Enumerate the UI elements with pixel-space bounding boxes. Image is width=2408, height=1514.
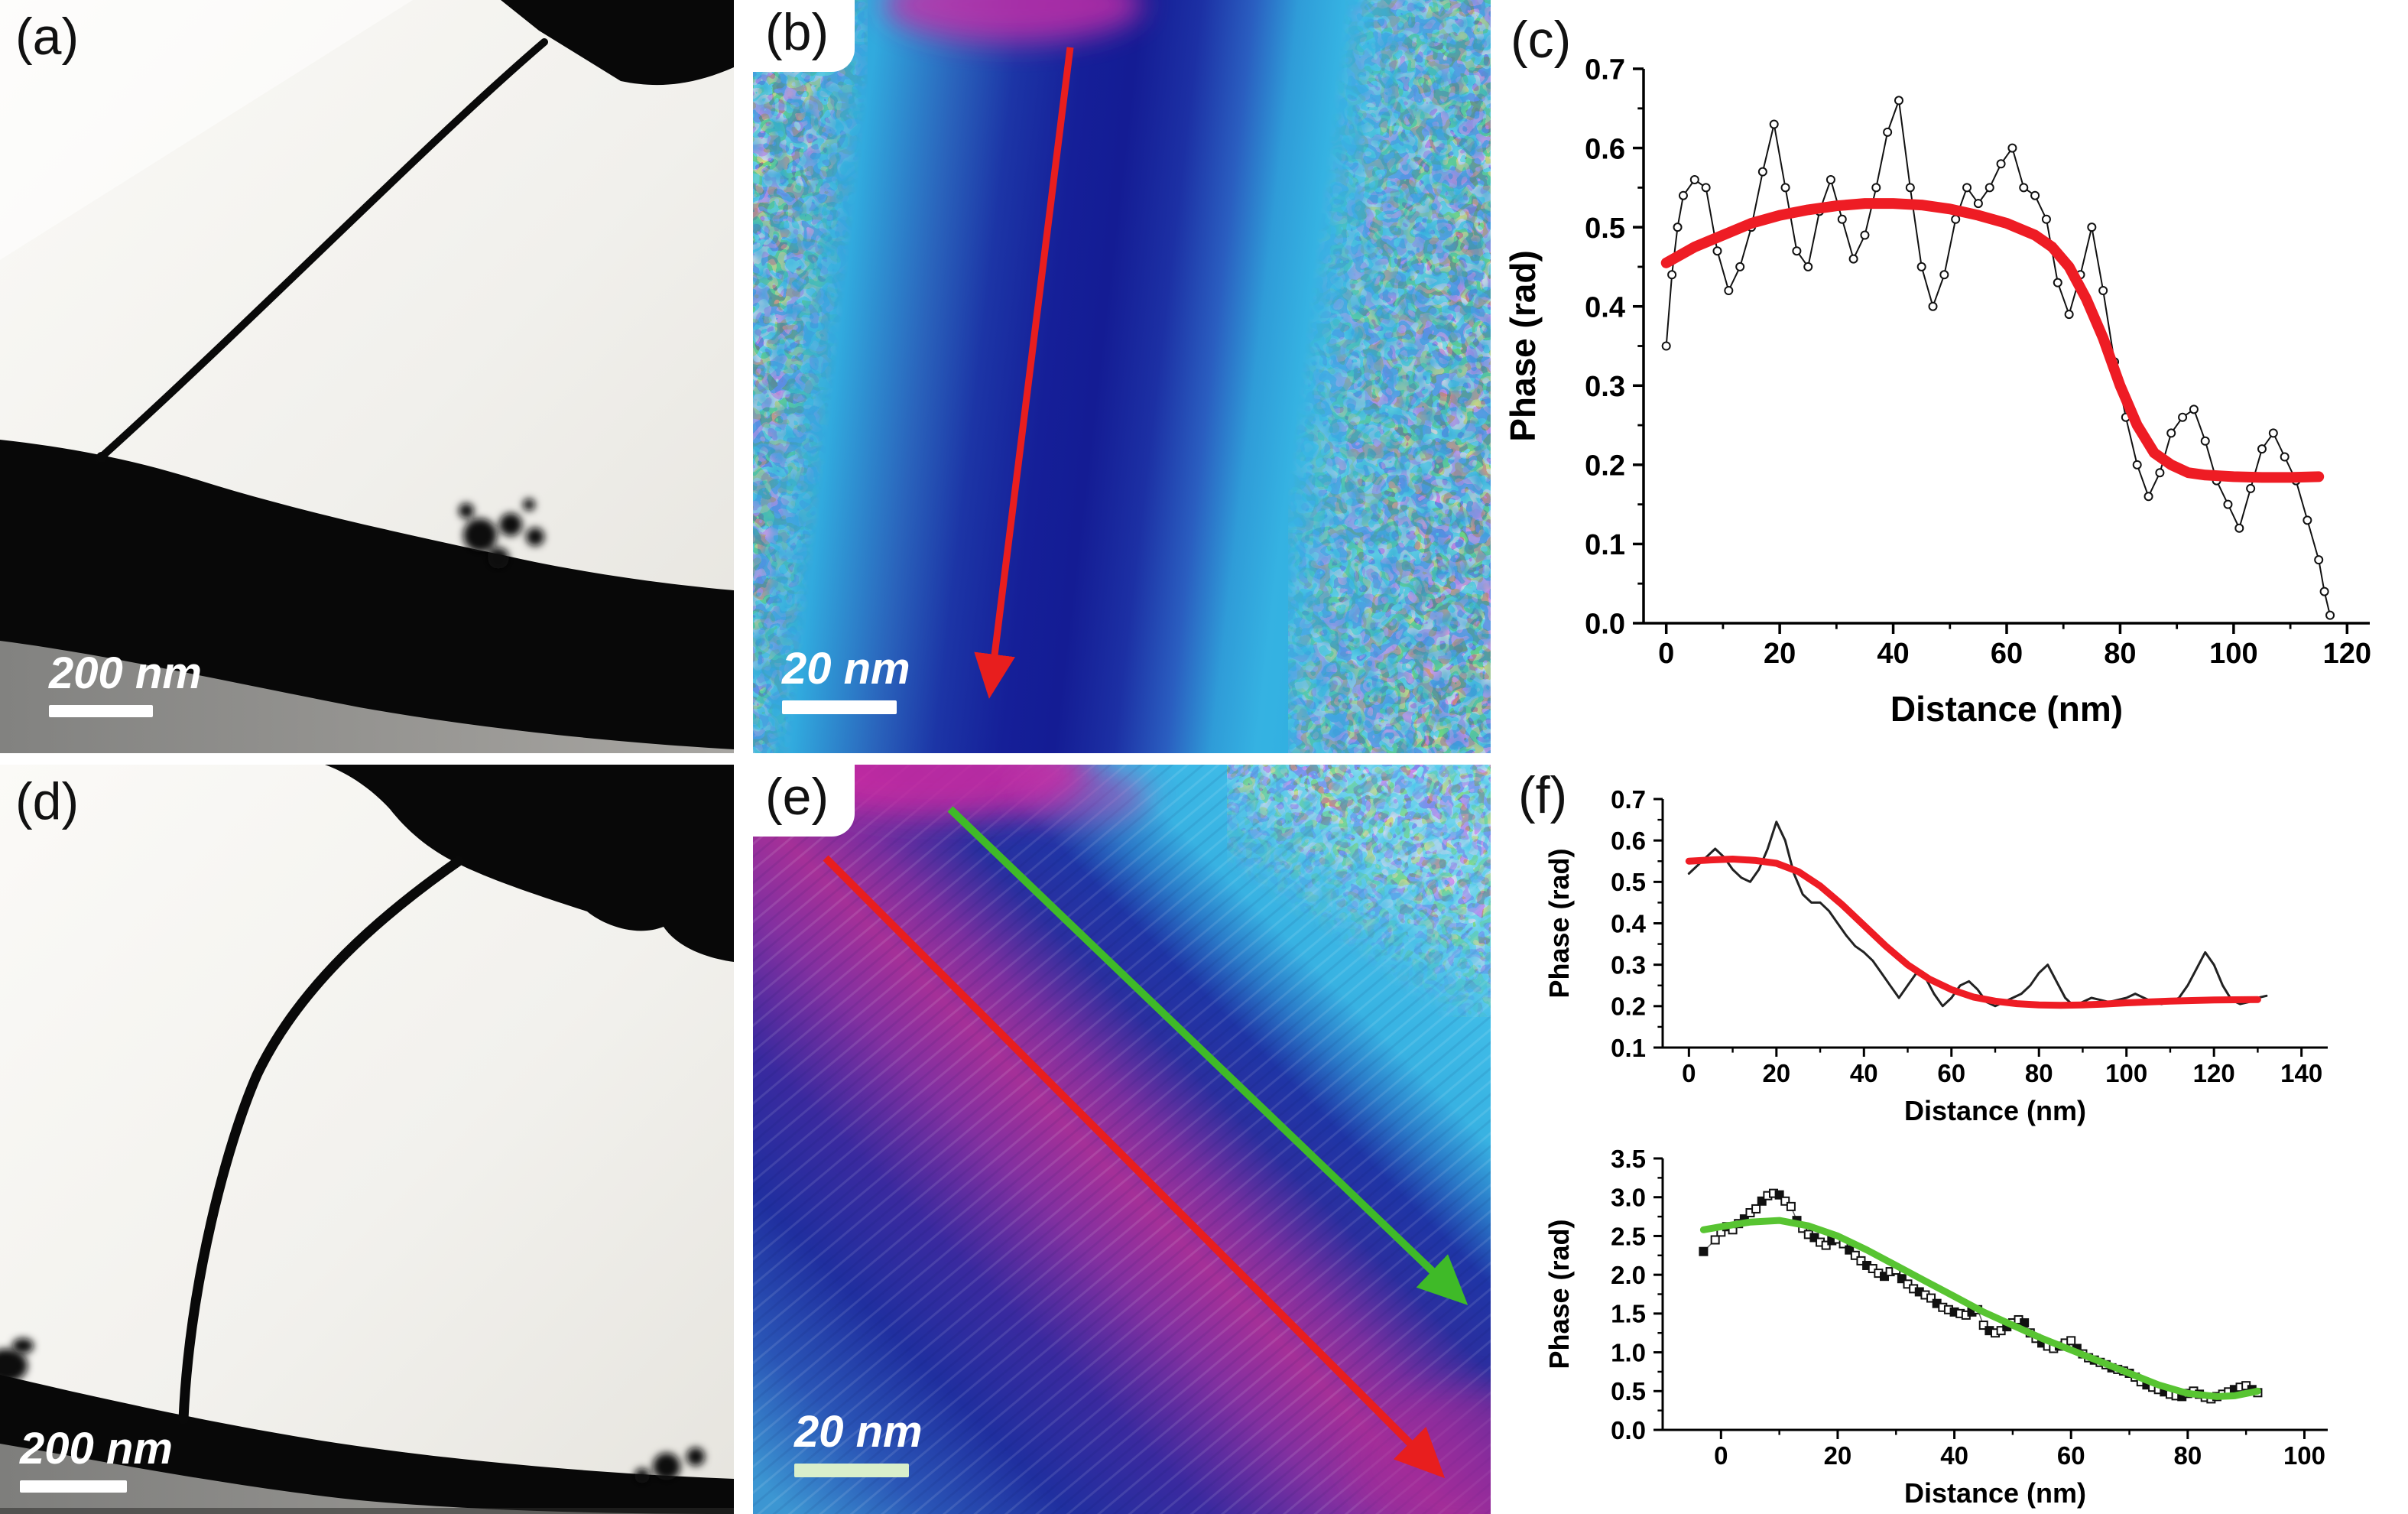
svg-text:80: 80 <box>2173 1441 2202 1470</box>
svg-text:3.0: 3.0 <box>1611 1184 1646 1212</box>
panel-a-scalebar-line <box>49 705 153 717</box>
svg-text:0.4: 0.4 <box>1611 909 1647 937</box>
substrate-gray-wedge <box>0 1444 734 1514</box>
svg-text:0.0: 0.0 <box>1611 1416 1646 1444</box>
tem-micrograph-a <box>0 0 734 753</box>
nanowire-phase-band <box>753 0 1491 753</box>
panel-a-scalebar-text: 200 nm <box>49 648 202 698</box>
svg-text:Phase (rad): Phase (rad) <box>1543 848 1575 998</box>
substrate-gray-wedge <box>0 641 734 753</box>
panel-e-phase-map: (e) 20 nm <box>753 765 1491 1514</box>
svg-text:0.4: 0.4 <box>1585 291 1625 323</box>
svg-text:20: 20 <box>1764 638 1796 670</box>
svg-text:0: 0 <box>1682 1059 1696 1087</box>
panel-c-chart: 0 20 40 60 80 100 120 0.0 0.1 0.2 0.3 0.4 0.5 0.6 0.7 D… <box>1498 0 2408 753</box>
panel-d-scalebar-text: 200 nm <box>20 1424 173 1473</box>
nanowire <box>96 38 548 463</box>
svg-text:1.5: 1.5 <box>1611 1300 1646 1328</box>
svg-text:0: 0 <box>1658 638 1674 670</box>
profile-arrow-red <box>823 855 1446 1479</box>
svg-text:40: 40 <box>1877 638 1909 670</box>
svg-text:0: 0 <box>1714 1441 1728 1470</box>
svg-text:80: 80 <box>2025 1059 2053 1087</box>
svg-text:0.2: 0.2 <box>1611 993 1646 1021</box>
svg-text:120: 120 <box>2193 1059 2235 1087</box>
svg-text:1.0: 1.0 <box>1611 1338 1646 1366</box>
panel-e-scalebar-line <box>794 1464 909 1477</box>
svg-text:0.7: 0.7 <box>1611 785 1646 814</box>
panel-f-label: (f) <box>1518 766 1568 824</box>
svg-text:60: 60 <box>1937 1059 1965 1087</box>
phase-profile-chart-f-bottom: 0 20 40 60 80 100 0.0 0.5 1.0 1.5 2.0 2.5 3.0 3.5 Dist… <box>1498 1132 2408 1514</box>
svg-text:0.5: 0.5 <box>1585 213 1625 245</box>
svg-text:0.3: 0.3 <box>1611 951 1646 980</box>
panel-e-scalebar-text: 20 nm <box>794 1407 923 1457</box>
panel-e-scalebar: 20 nm <box>794 1410 923 1477</box>
contamination-blobs <box>459 499 544 569</box>
svg-text:0.5: 0.5 <box>1611 868 1646 896</box>
svg-text:20: 20 <box>1762 1059 1790 1087</box>
svg-text:100: 100 <box>2209 638 2257 670</box>
contamination-blobs <box>634 1447 705 1483</box>
svg-text:80: 80 <box>2104 638 2136 670</box>
svg-text:0.5: 0.5 <box>1611 1377 1646 1405</box>
svg-text:20: 20 <box>1824 1441 1852 1470</box>
svg-text:0.6: 0.6 <box>1585 133 1625 165</box>
svg-text:140: 140 <box>2280 1059 2322 1087</box>
svg-text:120: 120 <box>2323 638 2371 670</box>
panel-a-label: (a) <box>15 8 80 66</box>
panel-b-phase-map: (b) 20 nm <box>753 0 1491 753</box>
svg-text:Phase (rad): Phase (rad) <box>1543 1219 1575 1369</box>
svg-text:2.5: 2.5 <box>1611 1222 1646 1250</box>
phase-map-b <box>753 0 1491 753</box>
speckle-top-right <box>1227 765 1491 1017</box>
svg-text:40: 40 <box>1850 1059 1878 1087</box>
panel-d-tem-image: (d) 200 nm <box>0 765 734 1514</box>
panel-a-scalebar: 200 nm <box>49 651 202 717</box>
svg-text:100: 100 <box>2105 1059 2147 1087</box>
panel-d-scalebar-line <box>20 1480 127 1493</box>
svg-text:0.6: 0.6 <box>1611 827 1646 855</box>
svg-text:Distance (nm): Distance (nm) <box>1904 1095 2086 1126</box>
panel-b-label: (b) <box>753 0 855 72</box>
svg-text:0.1: 0.1 <box>1585 529 1625 561</box>
panel-b-scalebar-line <box>782 700 897 714</box>
profile-arrow-red <box>974 47 1074 699</box>
svg-text:0.2: 0.2 <box>1585 450 1625 482</box>
panel-c-label: (c) <box>1511 11 1572 69</box>
svg-text:60: 60 <box>2057 1441 2085 1470</box>
phase-map-e <box>753 765 1491 1514</box>
tem-micrograph-d <box>0 765 734 1514</box>
svg-text:3.5: 3.5 <box>1611 1145 1646 1173</box>
panel-b-scalebar-text: 20 nm <box>782 644 910 694</box>
svg-text:40: 40 <box>1940 1441 1968 1470</box>
svg-text:0.1: 0.1 <box>1611 1034 1646 1062</box>
svg-text:Distance (nm): Distance (nm) <box>1890 689 2123 729</box>
svg-text:60: 60 <box>1991 638 2023 670</box>
panel-f-charts: 0 20 40 60 80 100 120 140 0.1 0.2 0.3 0.4 0.5 0.6 0.7 D… <box>1498 765 2408 1514</box>
panel-b-scalebar: 20 nm <box>782 647 910 714</box>
svg-text:2.0: 2.0 <box>1611 1261 1646 1289</box>
panel-d-scalebar: 200 nm <box>20 1427 173 1493</box>
svg-text:0.0: 0.0 <box>1585 609 1625 641</box>
svg-text:0.3: 0.3 <box>1585 371 1625 403</box>
panel-a-tem-image: (a) 200 nm <box>0 0 734 753</box>
electrode-black-corner <box>325 765 734 962</box>
electrode-black-corner <box>501 0 734 86</box>
svg-text:Phase (rad): Phase (rad) <box>1503 250 1543 442</box>
nanowire <box>178 856 464 1425</box>
svg-text:100: 100 <box>2283 1441 2325 1470</box>
panel-d-label: (d) <box>15 772 80 830</box>
phase-profile-chart-c: 0 20 40 60 80 100 120 0.0 0.1 0.2 0.3 0.4 0.5 0.6 0.7 D… <box>1498 0 2408 753</box>
profile-arrow-green <box>947 806 1468 1305</box>
svg-text:Distance (nm): Distance (nm) <box>1904 1477 2086 1509</box>
svg-text:0.7: 0.7 <box>1585 54 1625 86</box>
panel-e-label: (e) <box>753 765 855 837</box>
phase-profile-chart-f-top: 0 20 40 60 80 100 120 140 0.1 0.2 0.3 0.4 0.5 0.6 0.7 D… <box>1498 765 2408 1132</box>
